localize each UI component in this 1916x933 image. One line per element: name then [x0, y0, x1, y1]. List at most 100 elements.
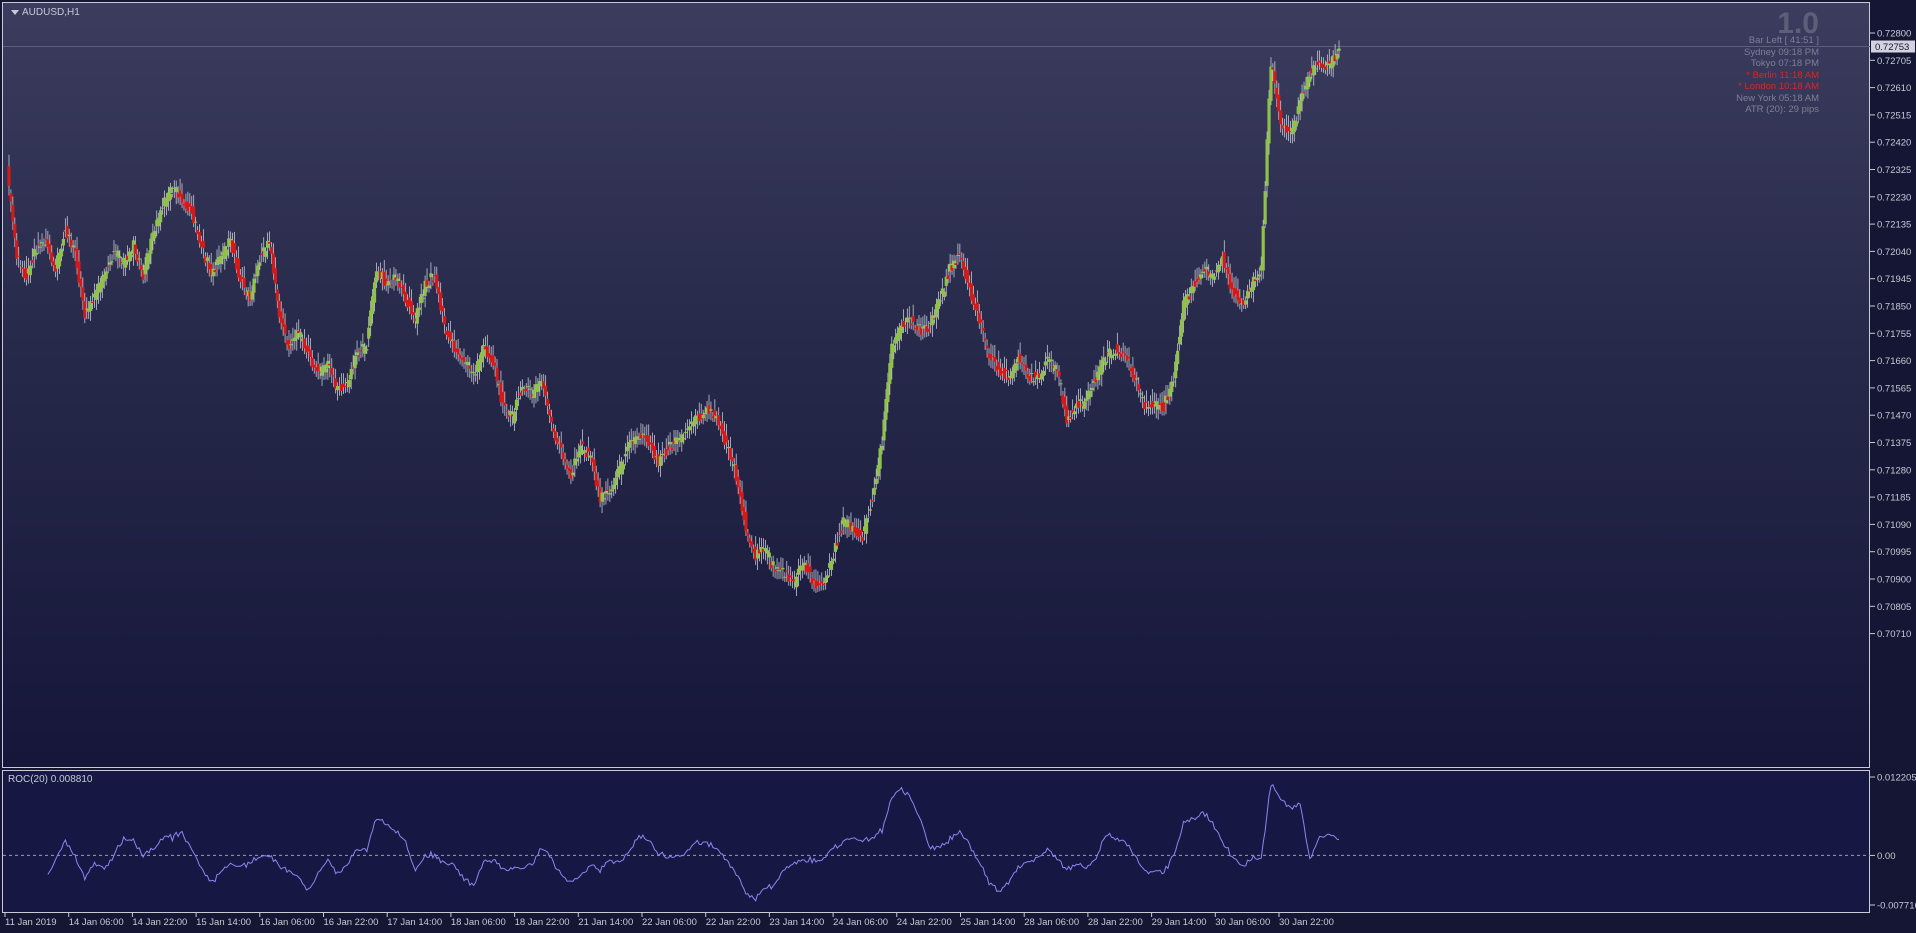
candle-bull — [254, 274, 258, 277]
candle-bull — [923, 325, 927, 327]
candle-bear — [822, 584, 826, 586]
candle-bull — [1191, 285, 1195, 294]
candle-bull — [42, 244, 46, 246]
candle-bull — [633, 437, 637, 444]
candle-bull — [726, 446, 731, 449]
candle-bull — [145, 253, 149, 271]
dropdown-triangle-icon[interactable] — [11, 9, 19, 15]
candle-bear — [1277, 94, 1281, 112]
candle-bear — [962, 261, 966, 270]
candle-bull — [682, 438, 686, 440]
candle-bull — [118, 256, 122, 259]
candle-bear — [551, 428, 556, 433]
candle-bull — [1189, 286, 1193, 294]
candle-bear — [133, 244, 137, 254]
candle-bull — [1059, 383, 1063, 385]
candle-bull — [783, 576, 787, 578]
candle-bull — [361, 344, 365, 347]
candle-bull — [573, 458, 577, 466]
candle-bull — [1209, 273, 1213, 278]
candle-bear — [870, 500, 874, 502]
candle-bear — [1125, 355, 1129, 361]
candle-bear — [728, 447, 732, 460]
candle-bear — [954, 263, 958, 265]
candle-bear — [1004, 369, 1009, 372]
candle-bear — [1063, 396, 1067, 410]
candle-bull — [415, 308, 419, 324]
main-chart-pane[interactable]: AUDUSD,H1 1.0 Bar Left [ 41:51 ] Sydney 0… — [2, 2, 1870, 768]
candle-bear — [334, 378, 338, 389]
candle-bull — [1314, 68, 1318, 70]
candle-bear — [966, 269, 970, 283]
candle-bull — [1179, 319, 1184, 337]
candle-bear — [279, 311, 283, 323]
candle-bull — [100, 275, 104, 289]
candle-bull — [124, 258, 128, 268]
candle-bull — [715, 415, 719, 419]
current-price-label: 0.72753 — [1875, 42, 1909, 53]
candle-bull — [160, 207, 165, 209]
price-tick-label: 0.72610 — [1877, 83, 1911, 94]
candle-bull — [172, 187, 176, 189]
candle-bear — [975, 302, 979, 311]
candle-bull — [1053, 365, 1057, 371]
candle-bull — [1111, 354, 1116, 356]
candle-bear — [435, 274, 439, 289]
candle-bear — [971, 294, 976, 305]
candle-bear — [927, 328, 931, 332]
candle-bear — [664, 449, 668, 456]
price-tick-label: 0.71090 — [1877, 520, 1911, 531]
candle-bull — [1139, 393, 1143, 395]
candle-bull — [1337, 48, 1341, 51]
candle-bull — [320, 366, 324, 376]
candle-bull — [800, 565, 804, 571]
candle-bull — [876, 464, 880, 477]
candle-bull — [380, 272, 384, 280]
candle-bear — [839, 530, 843, 534]
candle-bull — [845, 519, 849, 528]
candle-bull — [1216, 264, 1221, 273]
candle-bear — [697, 413, 701, 422]
candle-bull — [756, 549, 760, 559]
candle-bear — [267, 242, 272, 244]
candle-bear — [757, 549, 762, 554]
candle-bear — [958, 253, 962, 256]
candle-bear — [483, 346, 487, 350]
candle-bull — [1257, 274, 1261, 277]
candle-bear — [977, 312, 981, 324]
candle-bull — [367, 327, 371, 339]
candle-bear — [1193, 281, 1197, 287]
candle-bear — [240, 277, 244, 280]
price-tick-label: 0.71755 — [1877, 329, 1911, 340]
candle-bear — [1131, 366, 1135, 378]
candle-bear — [238, 274, 242, 282]
candle-bull — [798, 565, 802, 570]
info-line: Sydney 09:18 PM — [1744, 46, 1819, 58]
candle-bull — [335, 386, 340, 391]
candle-bear — [260, 253, 264, 255]
candle-bear — [77, 261, 81, 283]
candle-bear — [913, 328, 917, 330]
candle-bear — [330, 368, 334, 375]
candle-bull — [890, 343, 894, 368]
candle-bull — [896, 333, 900, 342]
candle-bear — [651, 442, 655, 451]
current-price-box — [1871, 40, 1915, 53]
candle-bear — [1069, 417, 1073, 420]
time-tick-label: 18 Jan 06:00 — [451, 917, 506, 928]
candle-bull — [264, 250, 268, 257]
candle-bull — [127, 251, 132, 262]
candle-bull — [1329, 63, 1333, 69]
candle-bear — [820, 581, 824, 584]
roc-indicator-pane[interactable]: ROC(20) 0.008810 — [2, 770, 1870, 913]
candle-bear — [244, 291, 248, 296]
candle-bull — [680, 434, 684, 443]
candle-bull — [262, 247, 266, 252]
candle-bull — [1214, 270, 1219, 272]
candle-bull — [600, 492, 604, 502]
candle-bear — [999, 367, 1003, 376]
candle-bear — [672, 440, 676, 444]
candle-bull — [514, 399, 519, 411]
candle-bear — [411, 312, 416, 316]
candle-bull — [372, 282, 377, 303]
